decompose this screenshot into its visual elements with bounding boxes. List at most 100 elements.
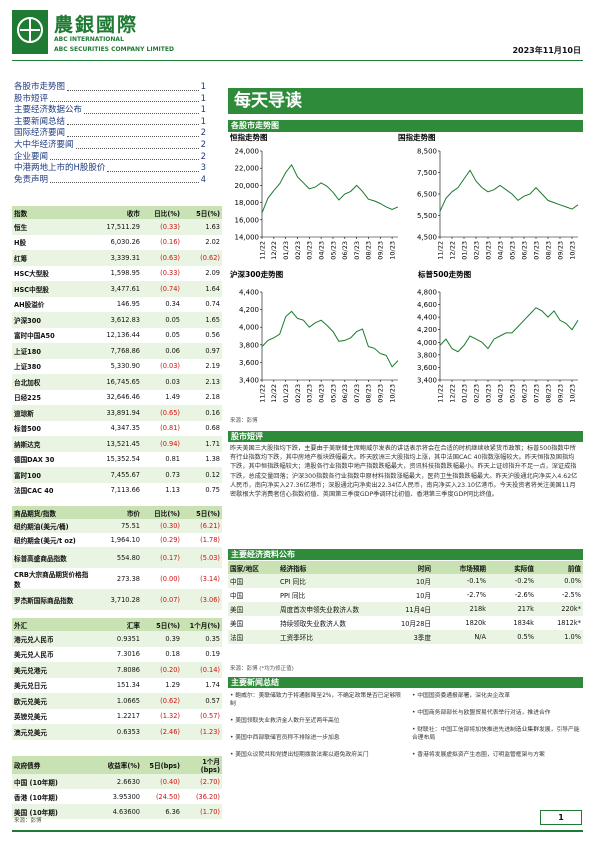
column-header: 5日(%) [182, 506, 222, 519]
toc-page: 1 [200, 82, 206, 92]
price-line [261, 310, 399, 368]
table-value: 3.95300 [112, 792, 140, 801]
table-value: 1812k* [557, 619, 581, 627]
row-label: 罗杰斯国际商品指数 [12, 589, 92, 610]
x-tick-label: 01/23 [460, 384, 468, 403]
toc-leader [107, 163, 199, 172]
row-label: 美元兑日元 [14, 682, 47, 691]
table-value: (0.40) [142, 774, 182, 789]
news-item: • 财联社：中国工信部将加快推进先进制造业集群发展，引导产能合理布局 [412, 727, 580, 741]
table-row: 日经225 32,646.46 1.49 2.18 [12, 390, 222, 406]
table-value: 0.57 [182, 693, 222, 709]
table-value: 75.51 [92, 519, 142, 533]
table-value: 美国 [230, 620, 244, 628]
table-row: 澳元兑美元 0.6353 (2.46) (1.23) [12, 724, 222, 740]
x-tick-label: 07/23 [532, 384, 540, 403]
y-tick-label: 8,500 [417, 148, 437, 156]
table-value: 0.34 [165, 300, 180, 309]
table-value: 0.68 [205, 424, 220, 433]
logo-text: 農銀國際 [54, 14, 139, 36]
table-value: 2.19 [205, 362, 220, 371]
x-tick-label: 07/23 [353, 384, 361, 403]
x-tick-label: 01/23 [460, 241, 468, 260]
table-value: 4.63600 [92, 804, 142, 819]
table-value: (0.07) [142, 589, 182, 610]
table-value: 1.38 [205, 455, 220, 464]
x-tick-label: 09/23 [377, 384, 385, 403]
table-value: (2.70) [182, 774, 222, 789]
column-header: 收市 [92, 206, 142, 219]
y-tick-label: 4,000 [417, 339, 437, 347]
x-tick-label: 02/23 [294, 384, 302, 403]
table-value: -2.5% [561, 591, 581, 599]
toc-item: 免责声明 4 [14, 175, 206, 187]
y-tick-label: 3,600 [239, 359, 259, 367]
x-tick-label: 10/23 [568, 241, 576, 260]
table-row: 恒生 17,511.29 (0.33) 1.63 [12, 219, 222, 235]
table-row: 中国 PPI 同比 10月 -2.7% -2.6% -2.5% [228, 588, 583, 602]
news-left: • 鲍威尔：美联储致力于将通胀降至2%，不确定政策是否已足够限制 • 美国领取失业… [230, 692, 405, 768]
table-row: 美国 持续领取失业救济人数 10月28日 1820k 1834k 1812k* [228, 616, 583, 630]
table-row: 香港 (10年期) 3.95300 (24.50) (36.20) [12, 789, 222, 804]
row-label: 上证180 [12, 343, 92, 359]
column-header: 1个月(bps) [182, 756, 222, 774]
table-row: 上证180 7,768.86 0.06 0.97 [12, 343, 222, 359]
toc-page: 2 [200, 128, 206, 139]
y-tick-label: 4,200 [239, 306, 259, 314]
x-tick-label: 08/23 [544, 241, 552, 260]
table-value: 7.3016 [116, 650, 140, 659]
table-value: (3.06) [182, 589, 222, 610]
table-row: 富时100 7,455.67 0.73 0.12 [12, 467, 222, 483]
news-item: • 美国领取失业救济金人数升至近两年高位 [230, 718, 340, 724]
x-tick-label: 08/23 [365, 241, 373, 260]
price-line [439, 307, 579, 353]
table-row: CRB大宗商品期货价格指数 273.38 (0.00) (3.14) [12, 568, 222, 589]
table-value: (0.03) [160, 362, 180, 371]
y-tick-label: 14,000 [235, 234, 260, 242]
econ-table-wrap: 国家/地区 经济指标 时间 市场预期 实际值 前值 中国 CPI 同比 10月 -0.1% -0.2… [228, 561, 583, 644]
toc-item: 各股市走势图 1 [14, 82, 206, 94]
table-header: 外汇 汇率 5日(%) 1个月(%) [12, 618, 222, 631]
y-tick-label: 3,400 [417, 377, 437, 385]
row-label: 美元兑港元 [12, 662, 92, 678]
table-value: 1.0665 [92, 693, 142, 709]
table-value: 0.5% [488, 630, 536, 644]
toc-title: 主要经济数据公布 [14, 105, 83, 116]
table-value: 1.65 [182, 312, 222, 328]
table-value: 0.39 [142, 631, 182, 647]
row-label: 纳斯达克 [12, 436, 92, 452]
row-label: 美国 (10年期) [12, 804, 92, 819]
y-tick-label: 3,600 [417, 364, 437, 372]
table-value: (0.30) [142, 519, 182, 533]
table-value: 0.03 [142, 374, 182, 390]
column-header: 商品期货/指数 [12, 506, 92, 519]
table-value: 32,646.46 [106, 393, 140, 402]
row-label: 沪深300 [12, 312, 92, 328]
row-label: 德国DAX 30 [14, 456, 55, 465]
section-bar: 主要新闻总结 [228, 677, 583, 688]
x-tick-label: 09/23 [377, 241, 385, 260]
table-value: (5.03) [182, 547, 222, 568]
toc-page: 2 [200, 139, 206, 150]
fx-table: 外汇 汇率 5日(%) 1个月(%) 港元兑人民币 0.9351 0.39 0.35 美元兑人民… [12, 618, 222, 740]
table-row: 美国 周度首次申领失业救济人数 11月4日 218k 217k 220k* [228, 602, 583, 616]
table-value: 0.75 [205, 486, 220, 495]
y-tick-label: 4,400 [239, 289, 259, 297]
table-value: 1.2217 [116, 712, 140, 721]
table-value: 2.6630 [92, 774, 142, 789]
table-value: 持续领取失业救济人数 [280, 620, 346, 628]
toc-title: 企业要闻 [14, 151, 49, 162]
row-label: 澳元兑美元 [12, 724, 92, 740]
table-row: 美元兑日元 151.34 1.29 1.74 [12, 678, 222, 694]
table-value: (6.21) [182, 519, 222, 533]
column-header: 市场预期 [433, 561, 488, 574]
table-value: 273.38 [116, 574, 140, 583]
table-value: 7,455.67 [92, 467, 142, 483]
table-value: (0.62) [142, 693, 182, 709]
column-header: 日比(%) [142, 206, 182, 219]
table-value: -2.7% [466, 591, 486, 599]
toc-item: 股市短评 1 [14, 94, 206, 106]
company-full: ABC SECURITIES COMPANY LIMITED [54, 46, 174, 53]
y-tick-label: 16,000 [235, 216, 260, 224]
